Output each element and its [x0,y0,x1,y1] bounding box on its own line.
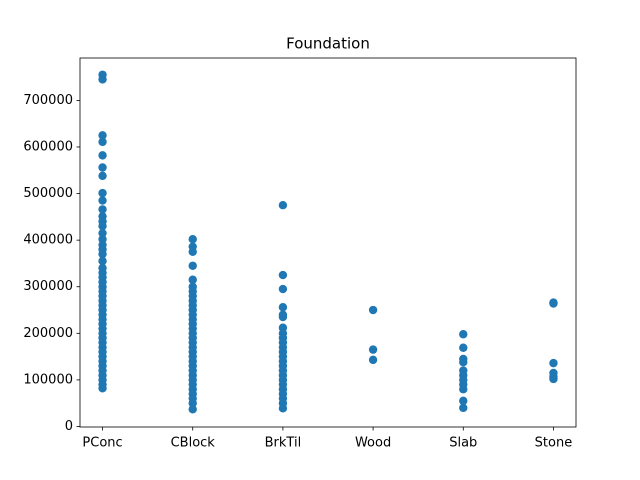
point [368,305,378,315]
point [98,221,107,231]
point [98,163,107,172]
y-tick-label: 0 [65,419,73,434]
point [459,403,468,413]
point [98,384,107,393]
point [368,355,378,365]
point [549,358,558,368]
point [188,261,197,270]
point [98,188,107,198]
y-tick-label: 300000 [23,279,73,294]
y-tick-label: 700000 [23,93,73,108]
point [549,299,558,308]
point [98,171,107,181]
point [278,201,288,210]
point [549,374,558,384]
point [368,345,378,354]
y-tick-label: 400000 [23,233,73,248]
point [459,343,468,352]
point [188,275,197,284]
x-tick-label: Slab [449,436,477,451]
x-tick-label: CBlock [171,436,216,451]
point [98,131,107,140]
y-tick-label: 500000 [23,186,73,201]
x-tick-label: BrkTil [265,436,302,451]
point [278,270,288,280]
point [278,404,288,413]
x-tick-label: PConc [82,436,122,451]
point [188,247,197,256]
point [459,396,468,406]
plot-frame [79,57,577,428]
point [98,256,107,266]
point [278,303,288,312]
point [98,249,107,259]
point [188,398,197,408]
point [459,385,468,394]
chart-title: Foundation [286,35,370,53]
y-tick-label: 600000 [23,139,73,154]
point [98,137,107,147]
point [278,312,288,322]
point [459,330,468,339]
x-tick-label: Stone [535,436,573,451]
point [98,205,107,214]
point [188,405,197,414]
point [278,284,288,294]
point [98,75,107,84]
x-tick-label: Wood [355,436,391,451]
point [98,228,107,238]
point [98,151,107,160]
y-tick-label: 100000 [23,372,73,387]
point [188,235,197,244]
point [98,196,107,205]
y-tick-label: 200000 [23,326,73,341]
point [459,357,468,367]
